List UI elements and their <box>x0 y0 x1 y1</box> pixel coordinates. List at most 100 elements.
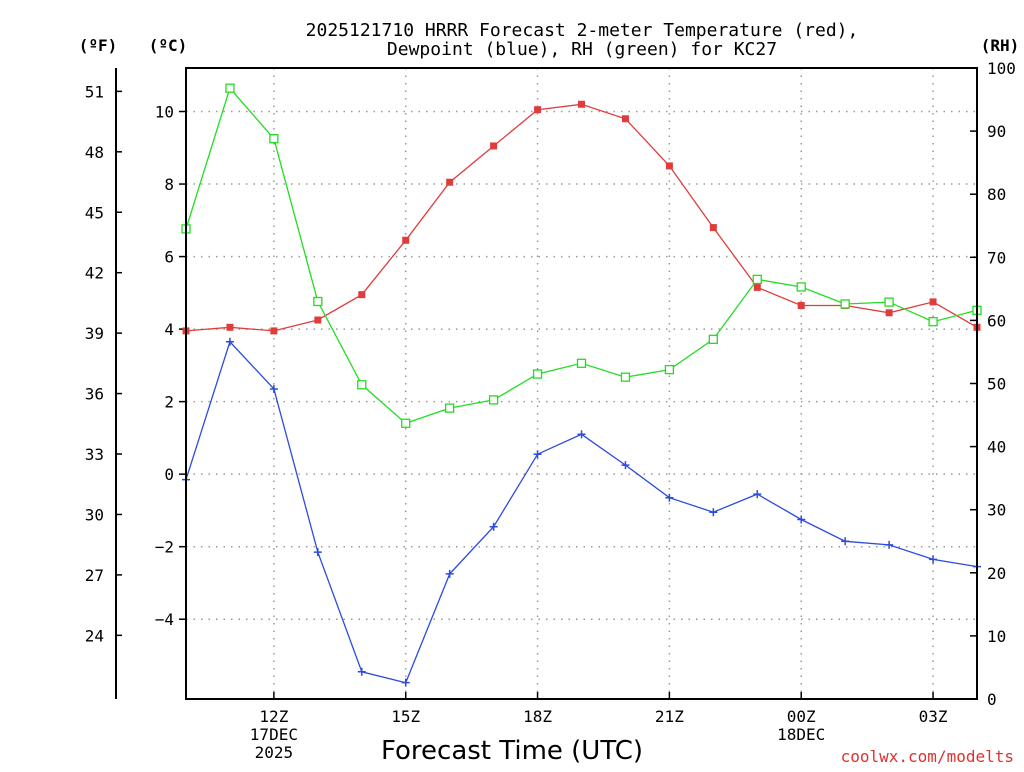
fahrenheit-tick-label: 45 <box>85 203 104 222</box>
rh-point <box>664 364 675 375</box>
rh-point <box>576 358 587 368</box>
dewpoint-point <box>797 515 806 524</box>
x-tick-label: 2025 <box>255 743 294 762</box>
rh-tick-label: 70 <box>987 248 1006 267</box>
temperature-point <box>534 106 542 114</box>
rh-line <box>185 86 978 425</box>
temperature-point <box>578 100 585 108</box>
dewpoint-point <box>709 508 718 517</box>
rh-point <box>796 282 806 292</box>
temperature-point <box>226 323 234 331</box>
x-axis-title: Forecast Time (UTC) <box>381 736 643 766</box>
rh-point <box>445 403 455 413</box>
dewpoint-point <box>225 337 234 346</box>
rh-point <box>928 317 938 327</box>
fahrenheit-tick-label: 51 <box>85 82 104 101</box>
rh-tick-label: 80 <box>987 185 1006 204</box>
temperature-line <box>185 103 978 332</box>
dewpoint-point <box>313 548 322 557</box>
rh-point <box>269 134 279 144</box>
fahrenheit-tick-label: 30 <box>85 505 104 524</box>
dewpoint-point <box>621 461 630 470</box>
x-tick-label: 18Z <box>523 707 552 726</box>
fahrenheit-tick-label: 27 <box>85 566 104 585</box>
title-line-1: 2025121710 HRRR Forecast 2-meter Tempera… <box>306 20 859 41</box>
temperature-point <box>446 178 454 186</box>
x-tick-label: 12Z <box>259 707 288 726</box>
temperature-point <box>753 283 761 291</box>
temperature-point <box>929 298 937 306</box>
rh-point <box>840 299 850 309</box>
rh-point <box>752 274 762 285</box>
celsius-tick-label: 4 <box>164 320 174 339</box>
temperature-point <box>270 327 278 335</box>
rh-tick-label: 40 <box>987 438 1006 457</box>
rh-tick-label: 60 <box>987 311 1006 330</box>
celsius-axis: 10 8 6 4 2 0 −2 −4 <box>155 103 186 629</box>
celsius-tick-label: −4 <box>155 610 174 629</box>
dewpoint-point <box>533 450 542 459</box>
dewpoint-point <box>665 493 674 502</box>
temperature-point <box>402 236 410 244</box>
x-tick-label: 15Z <box>391 707 420 726</box>
series-layer <box>181 83 982 687</box>
dewpoint-point <box>445 569 454 578</box>
fahrenheit-tick-label: 36 <box>85 385 104 404</box>
dewpoint-point <box>577 430 586 439</box>
temperature-point <box>665 162 673 170</box>
rh-tick-label: 100 <box>987 59 1016 78</box>
plot-frame <box>185 67 978 700</box>
rh-point <box>401 418 411 428</box>
title-line-2: Dewpoint (blue), RH (green) for KC27 <box>387 39 777 60</box>
fahrenheit-unit-label: (ºF) <box>79 36 118 55</box>
rh-tick-label: 90 <box>987 122 1006 141</box>
x-tick-label: 17DEC <box>250 725 298 744</box>
celsius-tick-label: 10 <box>155 103 174 122</box>
dewpoint-point <box>885 540 894 549</box>
dewpoint-point <box>401 678 410 687</box>
dewpoint-point <box>489 522 498 531</box>
dewpoint-line <box>185 340 978 684</box>
rh-point <box>532 369 543 379</box>
rh-point <box>488 395 499 405</box>
fahrenheit-tick-label: 33 <box>85 445 104 464</box>
temperature-point <box>797 302 805 310</box>
x-tick-label: 03Z <box>919 707 948 726</box>
temperature-point <box>314 316 322 324</box>
temperature-point <box>709 224 717 232</box>
grid <box>186 68 977 699</box>
celsius-tick-label: 8 <box>164 175 174 194</box>
temperature-point <box>885 309 893 317</box>
x-tick-label: 00Z <box>787 707 816 726</box>
fahrenheit-tick-label: 39 <box>85 324 104 343</box>
dewpoint-point <box>753 490 762 499</box>
dewpoint-point <box>841 537 850 546</box>
celsius-tick-label: −2 <box>155 538 174 557</box>
fahrenheit-axis: 51 48 45 42 39 36 33 30 27 24 <box>85 68 122 699</box>
x-tick-label: 18DEC <box>777 725 825 744</box>
rh-tick-label: 0 <box>987 690 997 709</box>
rh-tick-label: 10 <box>987 627 1006 646</box>
rh-tick-label: 20 <box>987 564 1006 583</box>
temperature-point <box>358 291 366 299</box>
rh-point <box>313 296 323 307</box>
fahrenheit-tick-label: 42 <box>85 264 104 283</box>
temperature-point <box>490 142 498 150</box>
celsius-tick-label: 0 <box>164 465 174 484</box>
temperature-point <box>621 115 629 123</box>
rh-point <box>357 380 367 390</box>
celsius-tick-label: 2 <box>164 393 174 412</box>
rh-tick-label: 30 <box>987 501 1006 520</box>
celsius-unit-label: (ºC) <box>149 36 188 55</box>
rh-tick-label: 50 <box>987 375 1006 394</box>
celsius-tick-label: 6 <box>164 248 174 267</box>
fahrenheit-tick-label: 48 <box>85 143 104 162</box>
rh-point <box>620 372 631 382</box>
x-tick-label: 21Z <box>655 707 684 726</box>
dewpoint-point <box>269 384 278 393</box>
dewpoint-point <box>357 667 366 676</box>
